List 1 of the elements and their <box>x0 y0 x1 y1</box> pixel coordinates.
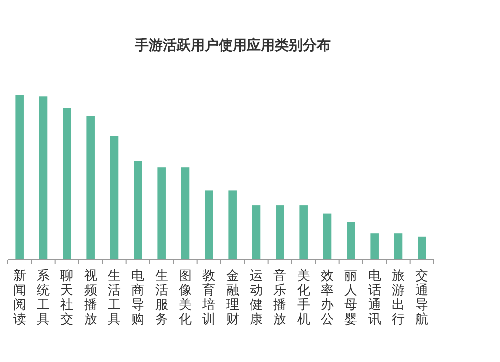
title: 手游活跃用户使用应用类别分布 <box>135 38 331 54</box>
